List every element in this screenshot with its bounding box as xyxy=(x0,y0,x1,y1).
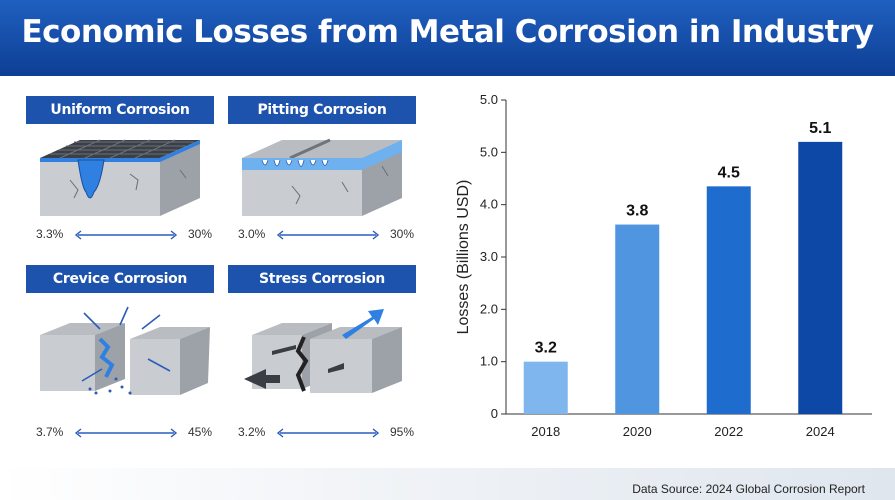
y-tick-label: 5.0 xyxy=(480,92,498,107)
double-arrow-icon xyxy=(276,230,380,240)
range-row: 3.0% 30% xyxy=(238,227,414,243)
panel-stress-corrosion-cracking: Stress Corrosion Cracking 3.2% 95% xyxy=(228,265,416,439)
y-tick-label: 1.0 xyxy=(480,354,498,369)
chart-axes: 0 1.0 2.0 3.0 4.0 5.0 5.0 Losses (Billions USD)… xyxy=(455,92,872,439)
panel-uniform-corrosion: Uniform Corrosion 3.3% 30% xyxy=(26,96,214,256)
page-title: Economic Losses from Metal Corrosion in … xyxy=(21,14,874,50)
panel-label: Pitting Corrosion xyxy=(228,96,416,124)
bar-2024 xyxy=(798,141,843,414)
title-banner: Economic Losses from Metal Corrosion in … xyxy=(0,0,895,76)
panel-pitting-corrosion: Pitting Corrosion 3.0% 30% xyxy=(228,96,416,256)
y-axis-label: Losses (Billions USD) xyxy=(455,180,472,335)
panel-label: Uniform Corrosion xyxy=(26,96,214,124)
double-arrow-icon xyxy=(74,428,178,438)
x-tick-label: 2018 xyxy=(531,424,560,439)
range-high: 30% xyxy=(389,227,414,241)
bar-2020 xyxy=(615,224,660,414)
double-arrow-icon xyxy=(74,230,178,240)
double-arrow-icon xyxy=(276,428,380,438)
bar-data-label: 5.1 xyxy=(809,120,831,137)
y-tick-label: 2.0 xyxy=(480,301,498,316)
crevice-corrosion-illustration xyxy=(40,306,210,395)
panel-crevice-corrosion: Crevice Corrosion 3.7% 45% xyxy=(26,265,214,439)
chart-bars: 3.2 3.8 4.5 5.1 xyxy=(523,120,843,414)
y-tick-label: 5.0 xyxy=(480,144,498,159)
bar-data-label: 3.8 xyxy=(626,203,648,220)
range-row: 3.2% 95% xyxy=(238,425,414,441)
range-high: 45% xyxy=(187,425,212,439)
stress-corrosion-cracking-illustration xyxy=(244,309,402,393)
losses-bar-chart: 0 1.0 2.0 3.0 4.0 5.0 5.0 Losses (Billions USD)… xyxy=(455,92,872,439)
y-tick-label: 3.0 xyxy=(480,249,498,264)
bar-data-label: 3.2 xyxy=(535,340,557,357)
bar-data-label: 4.5 xyxy=(718,164,740,181)
y-tick-label: 0 xyxy=(491,406,498,421)
x-tick-label: 2022 xyxy=(714,424,743,439)
range-high: 30% xyxy=(187,227,212,241)
x-tick-label: 2024 xyxy=(806,424,835,439)
range-row: 3.3% 30% xyxy=(36,227,212,243)
range-high: 95% xyxy=(389,425,414,439)
panel-label: Stress Corrosion Cracking xyxy=(228,265,416,315)
bar-2018 xyxy=(523,361,568,414)
uniform-corrosion-illustration xyxy=(40,139,200,216)
data-source-note: Data Source: 2024 Global Corrosion Repor… xyxy=(632,482,865,496)
pitting-corrosion-illustration xyxy=(242,138,402,216)
range-low: 3.2% xyxy=(238,425,266,439)
panel-label: Crevice Corrosion xyxy=(26,265,214,293)
x-tick-label: 2020 xyxy=(623,424,652,439)
range-row: 3.7% 45% xyxy=(36,425,212,441)
bar-2022 xyxy=(706,186,751,414)
y-tick-label: 4.0 xyxy=(480,197,498,212)
footer-bar: Data Source: 2024 Global Corrosion Repor… xyxy=(0,468,895,500)
range-low: 3.0% xyxy=(238,227,266,241)
range-low: 3.3% xyxy=(36,227,64,241)
range-low: 3.7% xyxy=(36,425,64,439)
